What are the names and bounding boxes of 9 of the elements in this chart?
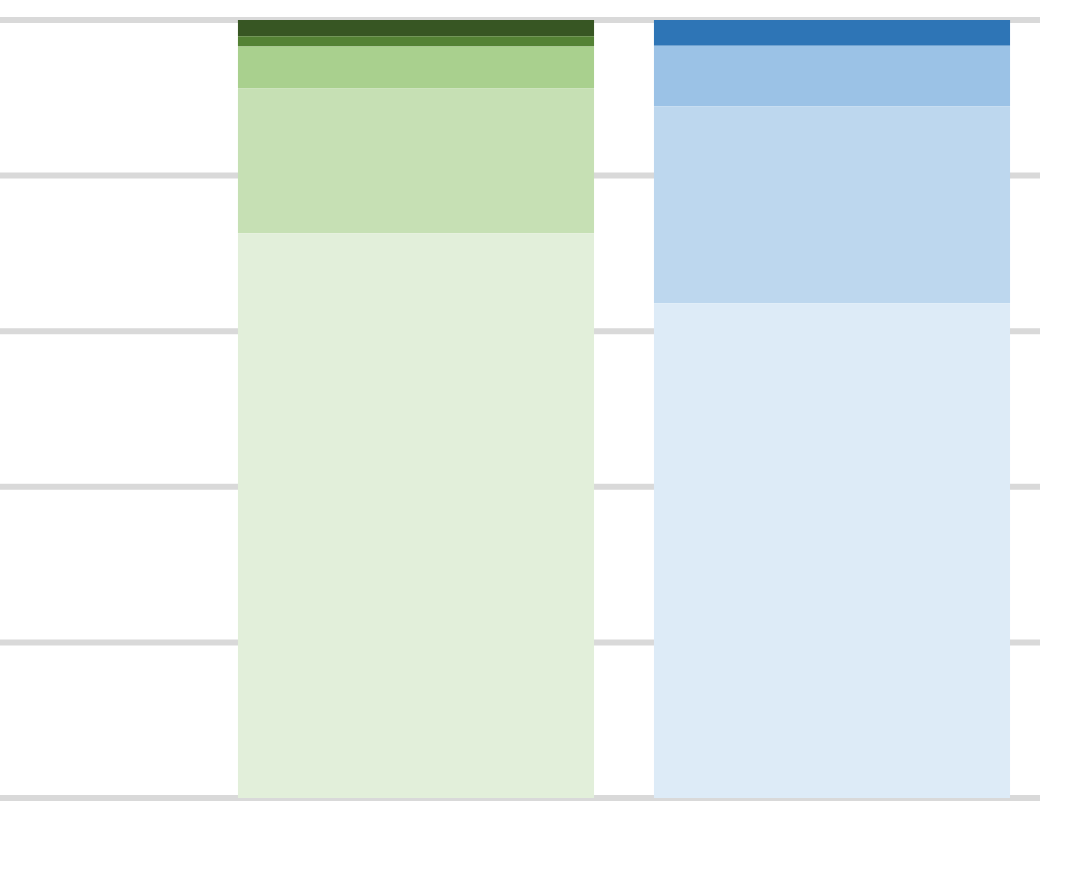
bar [653, 106, 1011, 304]
bar [653, 303, 1011, 798]
bar [237, 233, 595, 798]
bar [653, 45, 1011, 107]
bar [237, 46, 595, 89]
bar [237, 20, 595, 37]
bar [237, 88, 595, 234]
bar [653, 20, 1011, 46]
bar [237, 36, 595, 47]
